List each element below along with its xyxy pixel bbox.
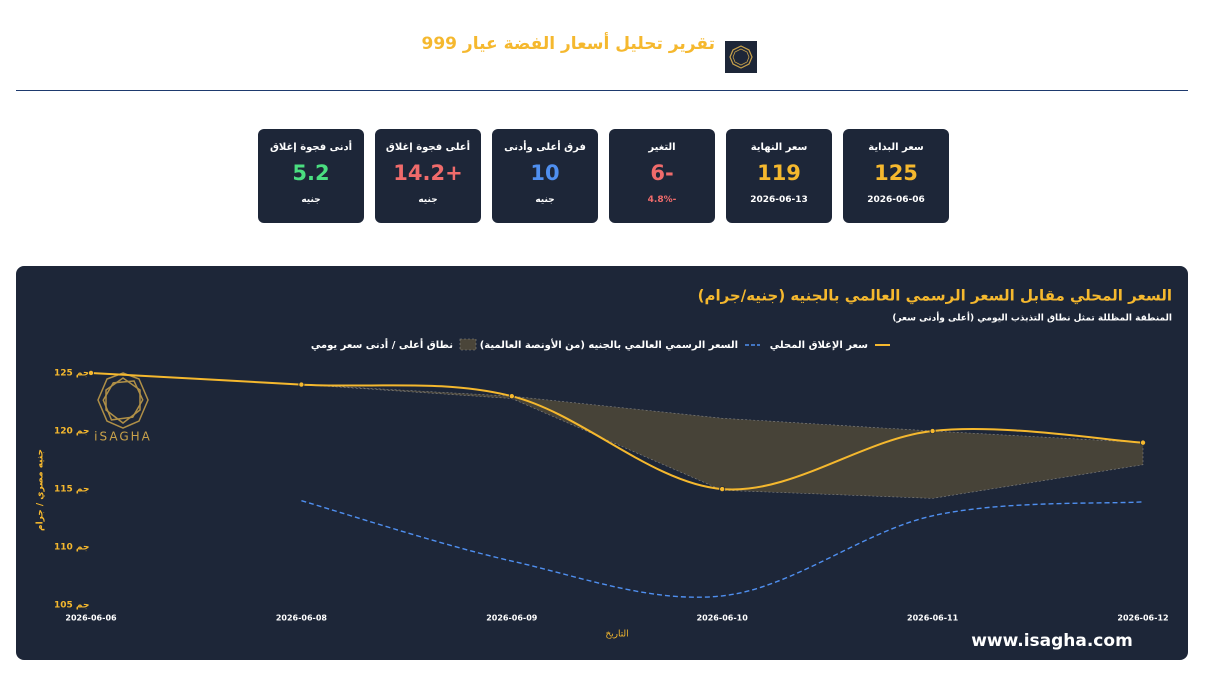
watermark-logo: [97, 372, 149, 429]
kpi-label: أدنى فجوة إغلاق: [269, 142, 353, 153]
y-tick-label: 105 جم: [54, 601, 89, 611]
footer-url: www.isagha.com: [971, 631, 1133, 651]
header-rule: [16, 90, 1188, 91]
data-point: [719, 486, 726, 493]
legend-swatch: [459, 338, 477, 351]
kpi-sub: جنيه: [301, 195, 321, 205]
kpi-cards: سعر البداية 125 2026-06-06 سعر النهاية 119 20…: [256, 129, 949, 223]
kpi-label: التغير: [648, 142, 676, 153]
kpi-card: سعر النهاية 119 2026-06-13: [726, 129, 832, 223]
legend-label: نطاق أعلى / أدنى سعر يومي: [311, 338, 453, 351]
kpi-value: 125: [874, 161, 918, 185]
data-point: [298, 381, 305, 388]
kpi-card: سعر البداية 125 2026-06-06: [843, 129, 949, 223]
x-tick-label: 2026-06-11: [907, 614, 959, 623]
logo-icon: [729, 45, 753, 69]
x-tick-label: 2026-06-08: [276, 614, 328, 623]
kpi-card: التغير -6 -4.8%: [609, 129, 715, 223]
range-band: [90, 372, 1144, 499]
kpi-sub: -4.8%: [647, 195, 677, 205]
chart-title: السعر المحلي مقابل السعر الرسمي العالمي …: [698, 287, 1172, 305]
data-point: [1140, 439, 1147, 446]
logo: [725, 41, 757, 73]
kpi-value: 5.2: [292, 161, 330, 185]
series-line: [90, 371, 1144, 491]
kpi-label: فرق أعلى وأدنى: [504, 142, 586, 153]
kpi-value: +14.2: [393, 161, 463, 185]
kpi-card: فرق أعلى وأدنى 10 جنيه: [492, 129, 598, 223]
kpi-sub: 2026-06-13: [750, 195, 808, 205]
kpi-value: -6: [650, 161, 674, 185]
kpi-sub: 2026-06-06: [867, 195, 925, 205]
x-tick-label: 2026-06-12: [1117, 614, 1168, 623]
watermark-text: iSAGHA: [94, 430, 152, 444]
data-point: [508, 393, 515, 400]
kpi-value: 119: [757, 161, 801, 185]
y-tick-label: 125 جم: [54, 368, 89, 378]
data-point: [929, 428, 936, 435]
chart-subtitle: المنطقة المظللة تمثل نطاق التذبذب اليومي…: [892, 312, 1172, 324]
kpi-sub: جنيه: [535, 195, 555, 205]
data-point: [88, 369, 95, 376]
kpi-label: سعر البداية: [868, 142, 924, 153]
legend-label: السعر الرسمي العالمي بالجنيه (من الأونصة…: [480, 338, 738, 351]
y-tick-label: 115 جم: [54, 485, 89, 495]
kpi-label: سعر النهاية: [750, 142, 808, 153]
y-axis-title: جنيه مصري / جرام: [36, 449, 46, 531]
kpi-label: أعلى فجوة إغلاق: [385, 142, 471, 153]
kpi-sub: جنيه: [418, 195, 438, 205]
x-tick-label: 2026-06-06: [65, 614, 117, 623]
y-tick-label: 110 جم: [54, 543, 89, 553]
legend-label: سعر الإغلاق المحلي: [770, 340, 868, 351]
kpi-card: أدنى فجوة إغلاق 5.2 جنيه: [258, 129, 364, 223]
x-axis-title: التاريخ: [605, 630, 628, 640]
x-tick-label: 2026-06-09: [486, 614, 538, 623]
x-tick-label: 2026-06-10: [697, 614, 749, 623]
kpi-card: أعلى فجوة إغلاق +14.2 جنيه: [375, 129, 481, 223]
y-tick-label: 120 جم: [54, 427, 89, 437]
report-title: تقرير تحليل أسعار الفضة عيار 999: [421, 34, 715, 54]
chart-panel: iSAGHA السعر المحلي مقابل السعر الرسمي ا…: [16, 266, 1188, 660]
kpi-value: 10: [530, 161, 560, 185]
chart: iSAGHA السعر المحلي مقابل السعر الرسمي ا…: [36, 287, 1173, 652]
series-line: [301, 500, 1144, 598]
